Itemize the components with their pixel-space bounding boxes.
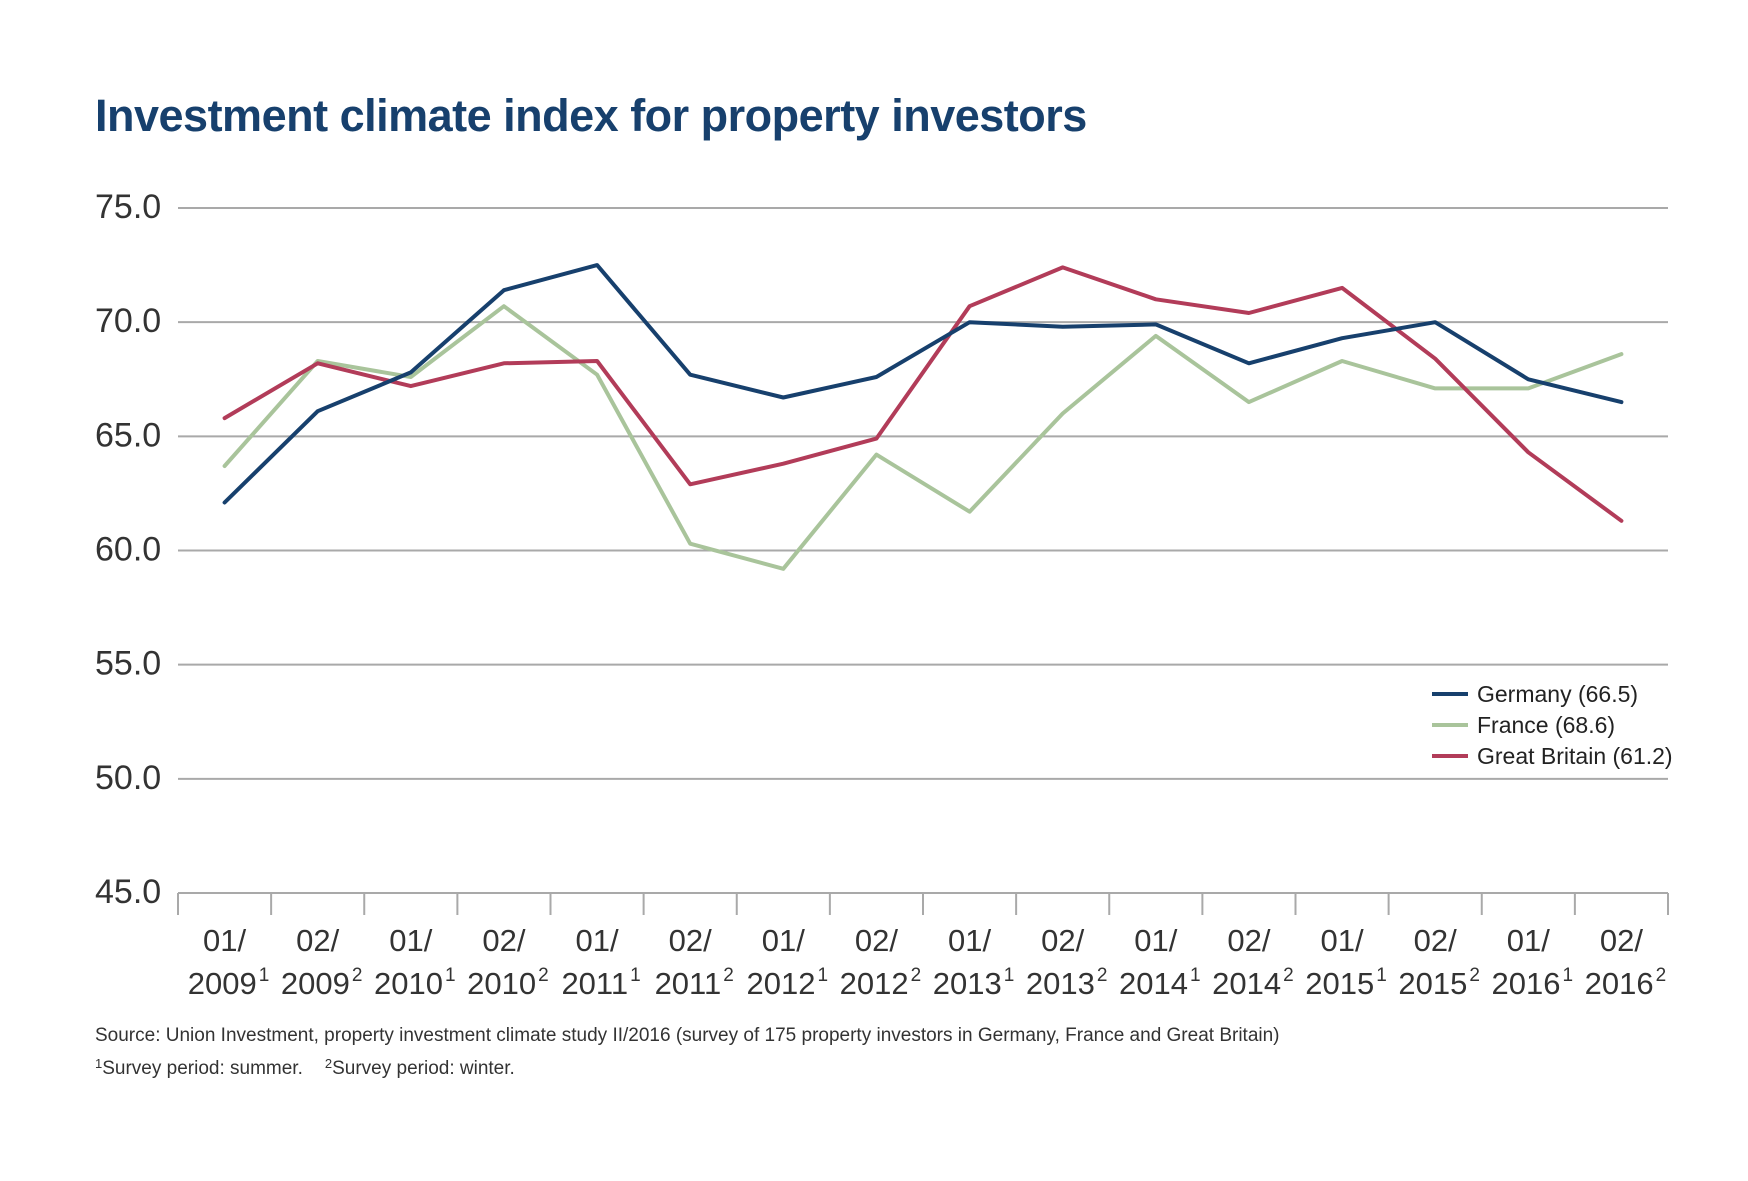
x-tick-label-year: 2011 2	[655, 965, 734, 1001]
x-tick-superscript: 1	[1563, 965, 1574, 986]
y-tick-label: 60.0	[95, 531, 161, 569]
y-tick-label: 55.0	[95, 645, 161, 683]
x-tick-label-line1: 02/	[482, 923, 525, 958]
x-tick-label-line1: 02/	[1227, 923, 1270, 958]
x-tick-label-line1: 02/	[669, 923, 712, 958]
x-tick-label-year: 2011 1	[561, 965, 640, 1001]
survey-notes: 1Survey period: summer. 2Survey period: w…	[95, 1056, 1280, 1080]
x-tick-superscript: 1	[630, 965, 641, 986]
x-tick-label-line1: 02/	[855, 923, 898, 958]
x-tick-label-year: 2014 2	[1212, 965, 1294, 1001]
legend-label: Germany (66.5)	[1477, 681, 1638, 707]
x-tick-label-line1: 01/	[1507, 923, 1550, 958]
series-line-1	[222, 304, 1624, 571]
y-tick-label: 75.0	[95, 188, 161, 226]
x-tick-label-year: 2013 2	[1026, 965, 1108, 1001]
x-tick-label-year: 2009 2	[281, 965, 363, 1001]
x-tick-superscript: 2	[1656, 965, 1667, 986]
x-tick-superscript: 2	[1097, 965, 1108, 986]
x-tick-superscript: 1	[259, 965, 270, 986]
legend-label: Great Britain (61.2)	[1477, 743, 1673, 769]
source-note: Source: Union Investment, property inves…	[95, 1025, 1280, 1046]
x-tick-label-year: 2013 1	[933, 965, 1015, 1001]
footnote-1-marker: 1	[95, 1056, 103, 1071]
x-tick-superscript: 2	[723, 965, 734, 986]
footnotes: Source: Union Investment, property inves…	[95, 1025, 1280, 1089]
x-axis: 01/2009 1 02/2009 2 01/2010 1 02/2010 2 01/2011 1…	[177, 892, 1669, 1001]
footnote-2-marker: 2	[324, 1056, 333, 1071]
series-line-2	[222, 265, 1624, 523]
x-tick-label-year: 2009 1	[188, 965, 270, 1001]
grid-lines	[178, 207, 1668, 780]
y-tick-label: 65.0	[95, 416, 161, 454]
x-tick-label-line1: 02/	[1414, 923, 1457, 958]
x-tick-superscript: 1	[818, 965, 829, 986]
x-tick-superscript: 2	[1469, 965, 1480, 986]
x-tick-label-year: 2015 2	[1398, 965, 1480, 1001]
x-tick-superscript: 2	[1283, 965, 1294, 986]
x-tick-superscript: 2	[352, 965, 363, 986]
x-tick-label-year: 2016 2	[1585, 965, 1667, 1001]
x-tick-label-year: 2012 1	[747, 965, 829, 1001]
x-tick-label-line1: 02/	[1600, 923, 1643, 958]
x-tick-label-line1: 01/	[203, 923, 246, 958]
x-tick-label-year: 2010 2	[467, 965, 549, 1001]
x-tick-label-line1: 01/	[1134, 923, 1177, 958]
footnote-1-text: Survey period: summer.	[102, 1058, 303, 1079]
y-axis-ticks: 75.0 70.0 65.0 60.0 55.0 50.0 45.0	[95, 188, 161, 911]
legend: Germany (66.5) France (68.6) Great Britain…	[1432, 681, 1673, 769]
x-tick-superscript: 1	[1376, 965, 1387, 986]
x-tick-label-year: 2010 1	[374, 965, 456, 1001]
x-tick-superscript: 2	[538, 965, 549, 986]
series-line-0	[222, 263, 1624, 505]
x-tick-label-year: 2016 1	[1492, 965, 1574, 1001]
legend-label: France (68.6)	[1477, 712, 1615, 738]
y-tick-label: 70.0	[95, 302, 161, 340]
y-tick-label: 45.0	[95, 873, 161, 911]
chart-title: Investment climate index for property in…	[95, 90, 1087, 141]
x-tick-label-line1: 01/	[1321, 923, 1364, 958]
footnote-2-text: Survey period: winter.	[332, 1058, 515, 1079]
x-tick-label-line1: 02/	[1041, 923, 1084, 958]
x-tick-label-line1: 01/	[762, 923, 805, 958]
x-tick-label-line1: 01/	[389, 923, 432, 958]
x-tick-label-line1: 01/	[948, 923, 991, 958]
x-tick-label-year: 2012 2	[840, 965, 922, 1001]
series-lines	[222, 263, 1624, 571]
x-tick-superscript: 1	[1190, 965, 1201, 986]
x-tick-label-year: 2015 1	[1305, 965, 1387, 1001]
x-tick-label-line1: 02/	[296, 923, 339, 958]
x-tick-superscript: 1	[445, 965, 456, 986]
x-tick-label-year: 2014 1	[1119, 965, 1201, 1001]
x-tick-superscript: 2	[911, 965, 922, 986]
x-tick-superscript: 1	[1004, 965, 1015, 986]
y-tick-label: 50.0	[95, 759, 161, 797]
x-tick-label-line1: 01/	[576, 923, 619, 958]
